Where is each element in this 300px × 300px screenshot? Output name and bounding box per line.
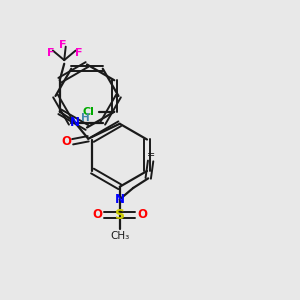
Text: =: = [147,151,155,160]
Text: O: O [92,208,103,221]
Text: Cl: Cl [83,107,95,117]
Text: F: F [76,48,83,58]
Text: CH₃: CH₃ [110,231,129,241]
Text: S: S [115,208,125,222]
Text: F: F [59,40,67,50]
Text: N: N [70,116,80,129]
Text: N: N [115,193,125,206]
Text: O: O [137,208,147,221]
Text: F: F [47,48,55,58]
Text: O: O [61,135,71,148]
Text: H: H [81,113,90,123]
